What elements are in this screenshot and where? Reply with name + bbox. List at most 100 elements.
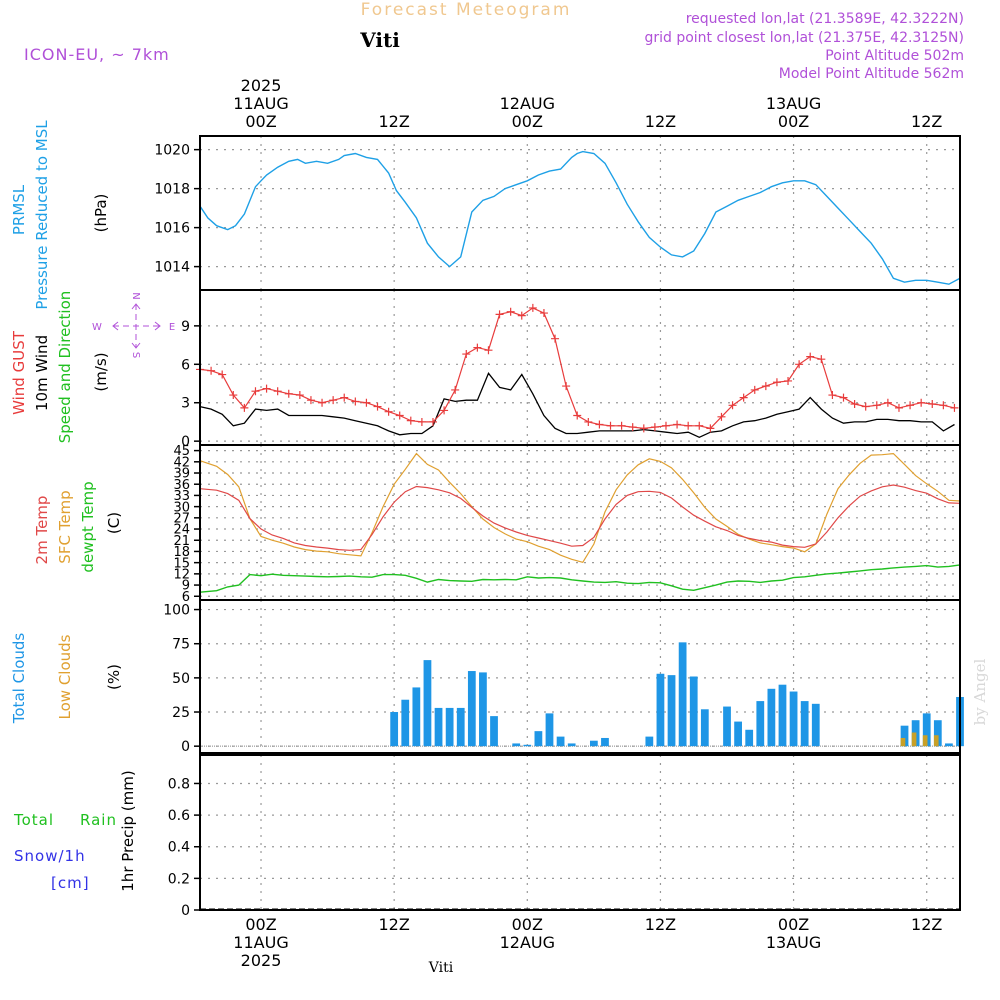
speed-direction-label: Speed and Direction [56,291,74,444]
time-label-bottom: 00Z [778,915,809,934]
gust-marker [495,310,504,319]
temp-tick-label: 6 [182,590,190,605]
panel-frames [199,135,961,911]
gust-marker [218,370,227,379]
percent-unit-label: (%) [105,664,123,690]
total-cloud-bar [423,660,432,747]
pressure-tick-label: 1018 [154,182,190,198]
clouds-tick-label: 0 [181,739,190,755]
total-cloud-bar [678,642,687,747]
total-cloud-bar [778,684,787,747]
gust-marker [850,400,859,409]
gust-marker [440,406,449,415]
rain-label: Rain [80,811,117,829]
low-cloud-bar [900,737,906,747]
gust-marker [273,387,282,396]
wind-tick-label: 3 [181,396,190,412]
total-cloud-bar [723,706,731,747]
wind-tick-label: 0 [181,434,190,450]
sfc-temp-line [199,452,961,563]
gust-marker [340,393,349,402]
precip-panel-frame [199,754,961,911]
clouds-layer [200,642,964,747]
footer-location: Viti [428,960,454,976]
total-cloud-bar [479,672,487,747]
temp-tick-label: 39 [173,467,190,482]
gust-marker [739,393,748,402]
total-cloud-bar [589,740,598,747]
total-cloud-bar [556,736,565,747]
total-label: Total [13,811,54,829]
total-cloud-bar [745,729,754,747]
chart-title: Forecast Meteogram [361,0,572,20]
time-label-bottom: 00Z [512,915,543,934]
time-label-top: 00Z [512,112,543,131]
gust-marker [784,376,793,385]
gust-marker [362,398,371,407]
gust-marker [639,424,648,433]
temp-tick-label: 15 [173,556,190,571]
precip-tick-label: 0 [181,903,190,919]
cloud-panel-labels: Total Clouds Low Clouds (%) [10,633,123,725]
gust-marker [883,398,892,407]
time-label-top: 11AUG [233,94,288,113]
low-clouds-label: Low Clouds [56,634,74,719]
wind-layer [196,303,959,439]
gust-marker [484,346,493,355]
clouds-tick-label: 50 [172,671,190,687]
total-cloud-bar [490,716,498,747]
time-label-bottom: 12AUG [500,933,555,952]
clouds-tick-label: 100 [163,603,190,619]
cm-label: [cm] [51,874,90,892]
gust-marker [229,391,238,400]
total-cloud-bar [601,737,609,747]
gust-marker [562,382,571,391]
total-cloud-bar [390,712,399,747]
gust-marker [373,402,382,411]
low-cloud-bar [911,732,917,747]
compass-west: W [92,322,102,333]
snow-label: Snow/1h [14,847,86,865]
total-clouds-label: Total Clouds [10,633,28,725]
dewpoint-line [199,564,961,593]
wind-panel-frame [199,289,961,446]
precip-unit-label: 1hr Precip (mm) [119,770,137,891]
grid-point-coords: grid point closest lon,lat (21.375E, 42.… [644,30,964,46]
credit-watermark: by Angel [971,658,989,725]
temp-tick-label: 12 [173,567,190,582]
total-cloud-bar [756,701,765,747]
gust-marker [728,401,737,410]
grid-lines [200,136,960,911]
temp-tick-label: 21 [173,534,190,549]
time-label-bottom: 12Z [911,915,942,934]
gust-marker [451,385,460,394]
sfc-temp-label: SFC Temp [56,490,74,563]
total-cloud-bar [434,707,443,747]
precip-panel-labels: Total Rain Snow/1h [cm] 1hr Precip (mm) [13,770,137,892]
compass-east: E [169,322,175,333]
total-cloud-bar [467,671,476,747]
gust-marker [695,421,704,430]
gust-marker [673,420,682,429]
total-cloud-bar [800,701,809,747]
total-cloud-bar [922,713,931,747]
total-cloud-bar [534,731,543,747]
gust-marker [584,417,593,426]
gust-marker [573,411,582,420]
temp-tick-label: 18 [173,545,190,560]
model-altitude: Model Point Altitude 562m [779,66,964,82]
dewpt-temp-label: dewpt Temp [79,481,97,572]
gust-marker [306,396,315,405]
total-cloud-bar [645,736,654,747]
temp-tick-label: 36 [173,478,190,493]
wind-panel-labels: Wind GUST 10m Wind Speed and Direction (… [10,291,175,444]
time-label-top: 2025 [241,76,282,95]
gust-marker [617,421,626,430]
total-cloud-bar [700,709,709,747]
gust-marker [750,385,759,394]
precip-tick-label: 0.8 [168,776,190,792]
total-cloud-bar [789,691,798,747]
gust-marker [473,343,482,352]
gust-marker [295,391,304,400]
